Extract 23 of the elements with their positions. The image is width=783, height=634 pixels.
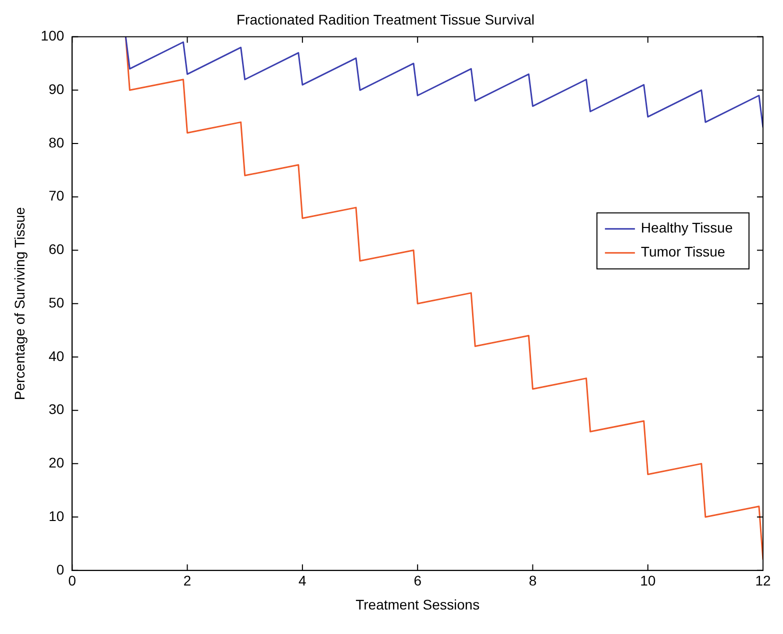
y-tick-label: 10 (48, 508, 64, 524)
y-tick-label: 20 (48, 454, 64, 471)
x-tick-label: 4 (298, 572, 307, 589)
y-tick-label: 50 (48, 294, 64, 310)
legend-label: Tumor Tissue (640, 244, 726, 260)
x-tick-label: 10 (640, 572, 656, 589)
x-tick-label: 0 (68, 572, 76, 589)
x-tick-label: 6 (414, 572, 422, 589)
y-tick-label: 90 (48, 81, 64, 98)
y-tick-label: 40 (48, 348, 64, 364)
x-tick-label: 8 (528, 572, 537, 589)
chart-title: Fractionated Radition Treatment Tissue Survival (236, 11, 535, 28)
y-tick-label: 80 (48, 134, 64, 150)
y-tick-label: 100 (40, 28, 64, 44)
y-axis-title: Percentage of Surviving Tissue (11, 206, 28, 400)
x-tick-label: 12 (755, 572, 771, 589)
legend-label: Healthy Tissue (640, 220, 733, 236)
y-tick-label: 70 (48, 188, 64, 204)
y-tick-label: 30 (48, 401, 64, 418)
x-axis-title: Treatment Sessions (356, 596, 480, 612)
y-tick-label: 0 (56, 561, 64, 578)
y-tick-label: 60 (48, 241, 64, 258)
x-tick-label: 2 (183, 572, 192, 589)
